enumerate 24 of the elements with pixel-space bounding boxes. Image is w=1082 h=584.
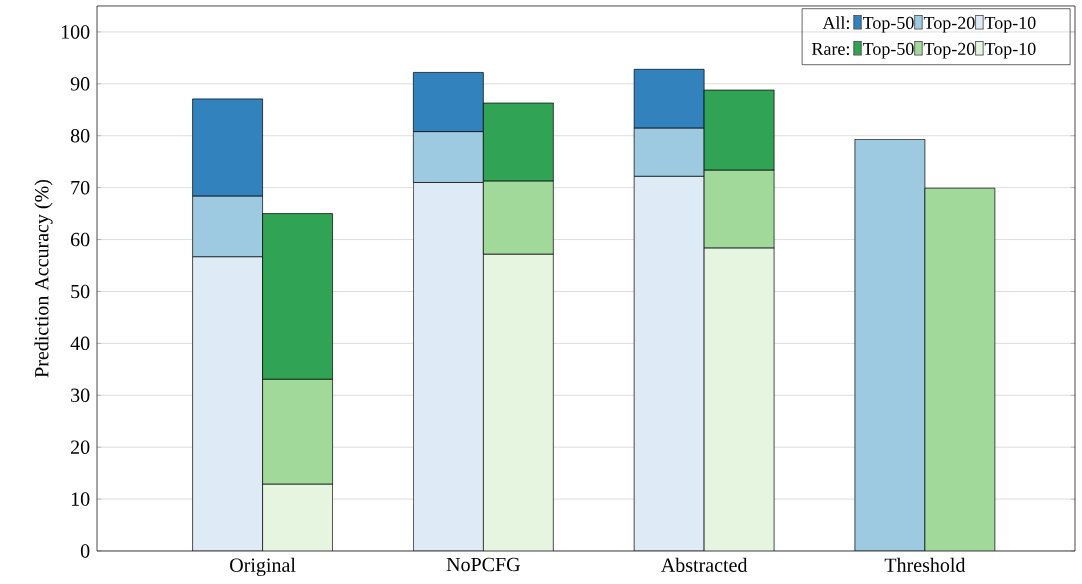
y-tick-label: 80: [70, 129, 90, 143]
legend-label: Top-20: [923, 16, 975, 33]
y-tick-label: 40: [70, 336, 90, 351]
x-tick-label: Threshold: [884, 557, 966, 572]
y-tick-label: 0: [80, 544, 90, 558]
legend-label: Top-50: [862, 16, 914, 33]
y-tick-label: 100: [61, 25, 90, 39]
x-tick-label: Abstracted: [661, 557, 748, 572]
y-tick-label: 60: [71, 232, 90, 247]
x-tick-label: NoPCFG: [446, 557, 520, 572]
y-tick-label: 30: [71, 388, 90, 403]
legend-label: Top-10: [984, 42, 1036, 59]
y-tick-label: 10: [71, 492, 90, 506]
legend-title: Rare:: [811, 43, 849, 56]
x-tick-label: Original: [230, 557, 296, 577]
y-tick-label: 20: [71, 440, 90, 454]
y-tick-label: 70: [71, 180, 90, 195]
y-tick-label: 90: [70, 77, 90, 91]
legend-label: Top-20: [923, 42, 975, 59]
y-tick-label: 50: [71, 284, 90, 299]
y-axis-title: Prediction Accuracy (%): [34, 179, 53, 378]
legend-label: Top-10: [984, 16, 1036, 33]
legend-label: Top-50: [862, 42, 914, 59]
legend-title: All:: [822, 16, 849, 30]
